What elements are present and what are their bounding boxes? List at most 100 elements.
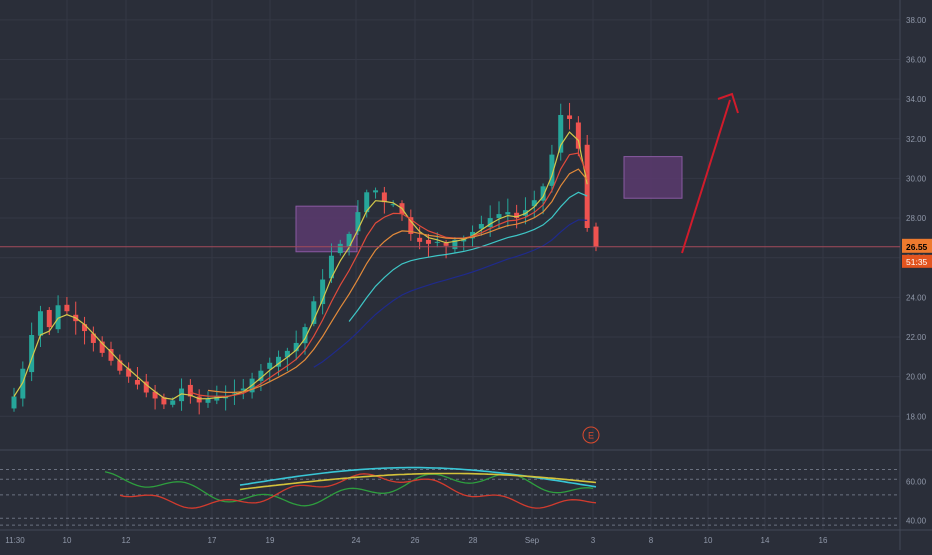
candle-body [82, 324, 88, 332]
candle-body [161, 397, 167, 405]
oscillator-y-tick-label: 40.00 [906, 516, 927, 525]
candle-body [549, 154, 555, 186]
candle-body [381, 192, 387, 203]
y-tick-label: 24.00 [906, 293, 927, 302]
candle-body [240, 388, 246, 391]
candle-body [11, 396, 17, 409]
candle-body [531, 200, 537, 207]
y-tick-label: 20.00 [906, 373, 927, 382]
y-tick-label: 18.00 [906, 412, 927, 421]
y-tick-label: 28.00 [906, 214, 927, 223]
candle-body [267, 362, 273, 369]
x-tick-label: 12 [122, 536, 131, 545]
x-tick-label: 19 [266, 536, 275, 545]
oscillator-red-line [119, 473, 597, 509]
x-tick-label: 11:30 [5, 536, 25, 545]
candle-body [514, 212, 520, 219]
candle-body [214, 396, 220, 401]
x-tick-label: 10 [63, 536, 72, 545]
earnings-marker-circle [582, 426, 600, 444]
candle-body [390, 204, 396, 206]
y-tick-label: 22.00 [906, 333, 927, 342]
countdown-label: 51:35 [906, 257, 928, 267]
candle-body [179, 388, 185, 402]
candle-body [258, 370, 264, 381]
last-price-label: 26.55 [906, 242, 928, 252]
candle-body [302, 327, 308, 344]
candle-body [143, 381, 149, 393]
candle-body [373, 190, 379, 193]
candle-body [417, 237, 423, 242]
candle-body [346, 233, 352, 248]
candle-body [90, 333, 96, 343]
candle-body [231, 392, 237, 394]
candle-body [328, 255, 334, 279]
candle-body [443, 242, 449, 246]
candle-body [29, 335, 35, 373]
projection-arrow-head [717, 92, 739, 114]
x-tick-label: 28 [469, 536, 478, 545]
candle-body [434, 241, 440, 243]
candle-body [558, 114, 564, 153]
candle-body [425, 239, 431, 244]
y-tick-label: 38.00 [906, 16, 927, 25]
x-tick-label: Sep [525, 536, 540, 545]
ema-cyan-line [348, 191, 588, 322]
y-tick-label: 32.00 [906, 135, 927, 144]
x-tick-label: 16 [819, 536, 828, 545]
y-tick-label: 30.00 [906, 174, 927, 183]
candle-body [452, 239, 458, 250]
x-tick-label: 10 [704, 536, 713, 545]
x-tick-label: 17 [208, 536, 217, 545]
oscillator-yellow-line [239, 472, 597, 491]
candle-body [593, 226, 599, 247]
candle-body [170, 400, 176, 405]
x-tick-label: 26 [411, 536, 420, 545]
candle-body [37, 311, 43, 336]
candle-body [337, 243, 343, 254]
candle-body [320, 279, 326, 305]
candle-body [108, 349, 114, 361]
countdown-label-bg [902, 254, 932, 268]
x-tick-label: 8 [649, 536, 654, 545]
candle-body [293, 342, 299, 352]
candle-body [55, 305, 61, 330]
x-tick-label: 3 [591, 536, 596, 545]
projection-arrow-shaft [681, 99, 731, 254]
candle-body [126, 368, 132, 377]
candle-body [487, 218, 493, 228]
last-price-label-bg [902, 238, 932, 253]
candle-body [46, 309, 52, 328]
candle-body [364, 192, 370, 213]
candle-body [152, 391, 158, 399]
ema-yellow-line [13, 131, 588, 400]
candle-body [117, 360, 123, 371]
candle-body [584, 144, 590, 228]
x-tick-label: 14 [761, 536, 770, 545]
candle-body [567, 115, 573, 119]
candle-body [355, 212, 361, 232]
candle-body [196, 396, 202, 403]
candle-body [205, 398, 211, 403]
candle-body [284, 350, 290, 358]
candle-body [540, 186, 546, 201]
oscillator-y-tick-label: 60.00 [906, 477, 927, 486]
candle-body [134, 379, 140, 385]
candle-body [505, 212, 511, 215]
ema-red-line [190, 152, 588, 397]
candle-body [478, 224, 484, 229]
y-tick-label: 34.00 [906, 95, 927, 104]
candle-body [408, 217, 414, 234]
ema-orange-line [207, 168, 588, 393]
y-tick-label: 36.00 [906, 55, 927, 64]
x-tick-label: 24 [352, 536, 361, 545]
candle-body [575, 122, 581, 149]
supply-demand-zone [623, 156, 683, 199]
candle-body [64, 304, 70, 312]
candle-body [187, 384, 193, 397]
candle-body [276, 356, 282, 367]
candle-body [99, 341, 105, 353]
